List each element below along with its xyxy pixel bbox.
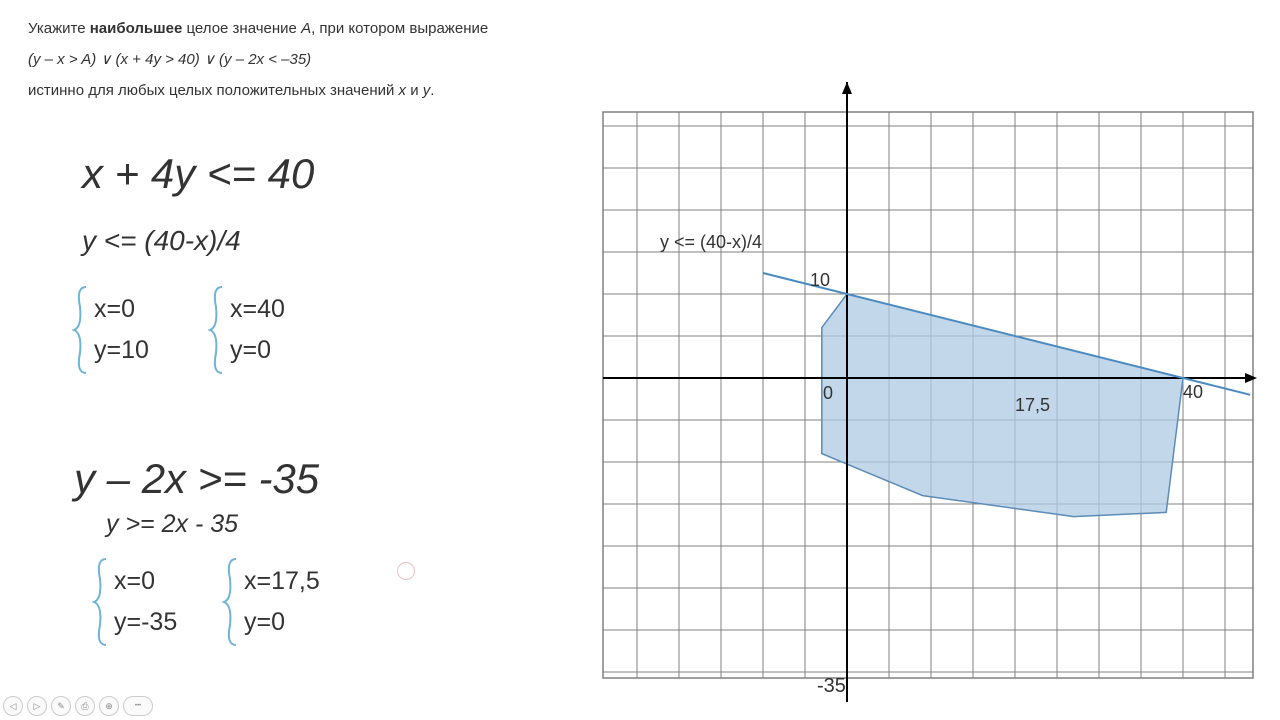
inequality-2-solved: y >= 2x - 35 (106, 510, 238, 539)
cursor-indicator (397, 562, 415, 580)
problem-line1: Укажите наибольшее целое значение A, при… (28, 18, 568, 39)
point-y: y=-35 (114, 608, 177, 637)
brace-icon (208, 285, 226, 375)
pen-button[interactable]: ✎ (51, 696, 71, 716)
more-button[interactable]: ••• (123, 696, 153, 716)
var-A: A (301, 20, 311, 37)
point-group-2a: x=0 y=-35 (92, 557, 177, 647)
point-y: y=0 (230, 336, 285, 365)
x-tick-17-5: 17,5 (1015, 395, 1050, 416)
text: и (406, 82, 423, 99)
brace-icon (92, 557, 110, 647)
prev-button[interactable]: ◁ (3, 696, 23, 716)
point-group-2b: x=17,5 y=0 (222, 557, 320, 647)
origin-label: 0 (823, 383, 833, 404)
var-x: x (399, 82, 407, 99)
text: . (430, 82, 434, 99)
point-y: y=0 (244, 608, 320, 637)
point-group-1b: x=40 y=0 (208, 285, 285, 375)
point-x: x=17,5 (244, 567, 320, 596)
point-y: y=10 (94, 336, 149, 365)
slides-button[interactable]: ⎙ (75, 696, 95, 716)
brace-icon (222, 557, 240, 647)
chart-annotation: y <= (40-x)/4 (660, 232, 762, 253)
inequality-1: x + 4y <= 40 (82, 150, 314, 198)
next-button[interactable]: ▷ (27, 696, 47, 716)
coordinate-chart: y <= (40-x)/4 0 10 40 17,5 -35 (595, 82, 1265, 702)
inequality-1-solved: y <= (40-x)/4 (82, 225, 241, 257)
text: , при котором выражение (311, 20, 488, 37)
zoom-button[interactable]: ⊕ (99, 696, 119, 716)
problem-expression: (y – x > A) ∨ (x + 4y > 40) ∨ (y – 2x < … (28, 49, 568, 70)
point-x: x=40 (230, 295, 285, 324)
y-tick-10: 10 (810, 270, 830, 291)
y-tick-m35: -35 (817, 675, 846, 698)
text: Укажите (28, 20, 90, 37)
x-tick-40: 40 (1183, 382, 1203, 403)
chart-svg (595, 82, 1265, 702)
presentation-toolbar: ◁ ▷ ✎ ⎙ ⊕ ••• (3, 696, 153, 716)
text-bold: наибольшее (90, 20, 183, 37)
text: истинно для любых целых положительных зн… (28, 82, 399, 99)
point-group-1a: x=0 y=10 (72, 285, 149, 375)
text: целое значение (182, 20, 301, 37)
point-x: x=0 (114, 567, 177, 596)
problem-condition: истинно для любых целых положительных зн… (28, 80, 568, 101)
point-x: x=0 (94, 295, 149, 324)
brace-icon (72, 285, 90, 375)
problem-statement: Укажите наибольшее целое значение A, при… (28, 18, 568, 101)
inequality-2: y – 2x >= -35 (74, 455, 319, 503)
